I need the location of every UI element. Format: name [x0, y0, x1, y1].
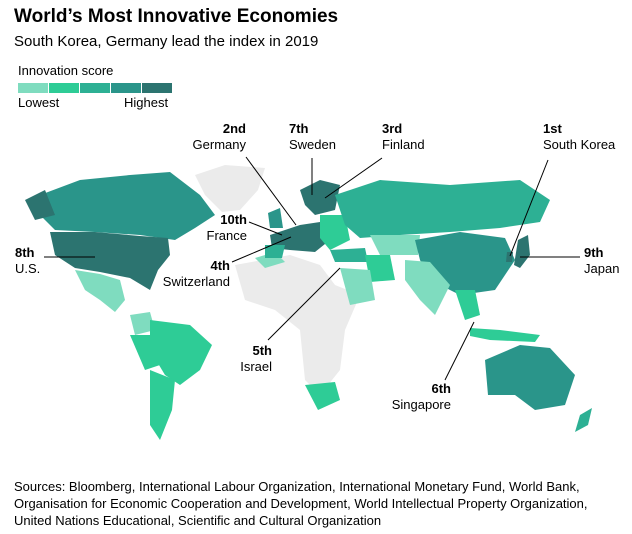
region-se-asia — [455, 290, 480, 320]
leader-israel — [267, 267, 341, 341]
region-indonesia — [470, 328, 540, 342]
label-south-korea: 1st South Korea — [543, 121, 615, 153]
region-scandinavia — [300, 180, 340, 215]
rank-text: 2nd — [222, 121, 246, 136]
legend-high-label: Highest — [124, 95, 169, 110]
region-iberia — [265, 245, 285, 258]
region-uk — [268, 208, 283, 228]
region-us — [50, 232, 170, 290]
region-new-zealand — [575, 408, 592, 432]
sources-footnote: Sources: Bloomberg, International Labour… — [14, 479, 588, 528]
rank-text: 1st — [543, 121, 562, 136]
region-canada — [40, 172, 215, 240]
region-south-korea — [506, 252, 513, 262]
label-finland: 3rd Finland — [382, 121, 425, 153]
country-name: Singapore — [391, 397, 451, 412]
label-france: 10th France — [190, 212, 247, 244]
region-russia — [335, 180, 550, 238]
leader-switzerland — [231, 236, 292, 263]
country-name: Finland — [382, 137, 425, 152]
rank-text: 6th — [431, 381, 452, 396]
region-central-asia — [370, 235, 420, 255]
rank-text: 4th — [210, 258, 231, 273]
region-argentina — [150, 370, 175, 440]
region-iran — [365, 255, 395, 282]
country-name: Germany — [192, 137, 246, 152]
leader-south-korea — [509, 159, 549, 257]
region-alaska — [25, 190, 55, 220]
country-name: U.S. — [15, 261, 41, 276]
region-eastern-europe — [320, 215, 350, 250]
region-greenland — [195, 165, 265, 212]
subtitle: South Korea, Germany lead the index in 2… — [14, 33, 319, 50]
region-south-africa — [305, 382, 340, 410]
legend-swatch — [80, 83, 110, 93]
legend-low-label: Lowest — [18, 95, 60, 110]
rank-text: 9th — [584, 245, 604, 260]
country-name: Sweden — [289, 137, 336, 152]
label-switzerland: 4th Switzerland — [140, 258, 230, 290]
leader-finland — [324, 157, 383, 199]
region-turkey — [330, 248, 368, 262]
leader-singapore — [444, 321, 475, 381]
region-australia — [485, 345, 575, 410]
region-western-europe — [270, 222, 330, 252]
label-israel: 5th Israel — [220, 343, 272, 375]
country-name: Israel — [240, 359, 272, 374]
label-japan: 9th Japan — [584, 245, 619, 277]
legend-color-scale — [18, 83, 173, 93]
region-africa — [235, 255, 360, 395]
region-saudi — [340, 268, 375, 305]
leader-germany — [245, 156, 297, 226]
rank-text: 3rd — [382, 121, 403, 136]
label-singapore: 6th Singapore — [375, 381, 451, 413]
region-colombia — [130, 312, 155, 335]
country-name: France — [206, 228, 247, 243]
country-name: South Korea — [543, 137, 616, 152]
legend-swatch — [18, 83, 48, 93]
region-japan — [514, 235, 530, 268]
region-india — [405, 260, 450, 315]
country-name: Japan — [584, 261, 620, 276]
region-peru — [130, 335, 160, 370]
legend-swatch — [111, 83, 141, 93]
legend-swatch — [49, 83, 79, 93]
legend-swatch — [142, 83, 172, 93]
rank-text: 7th — [289, 121, 309, 136]
rank-text: 8th — [15, 245, 35, 260]
label-sweden: 7th Sweden — [289, 121, 336, 153]
page-title: World’s Most Innovative Economies — [14, 6, 339, 27]
legend-title: Innovation score — [18, 63, 114, 78]
rank-text: 5th — [252, 343, 273, 358]
label-us: 8th U.S. — [15, 245, 40, 277]
label-germany: 2nd Germany — [180, 121, 246, 153]
country-name: Switzerland — [162, 274, 230, 289]
region-mexico — [75, 270, 125, 312]
rank-text: 10th — [220, 212, 247, 227]
leader-france — [248, 221, 283, 236]
region-brazil — [150, 320, 212, 385]
